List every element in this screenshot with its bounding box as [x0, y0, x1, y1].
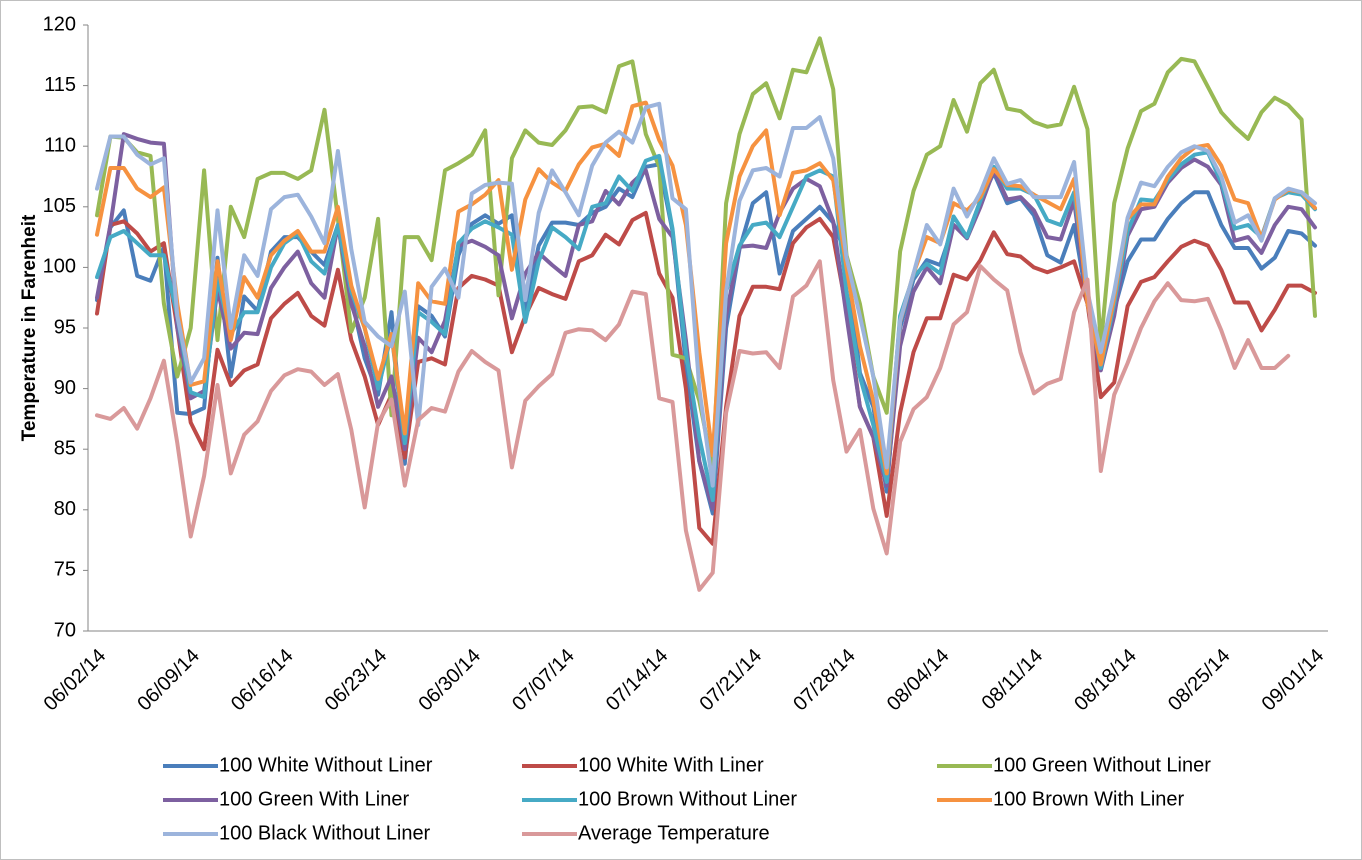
y-tick-label: 80 — [54, 498, 76, 520]
y-tick-label: 90 — [54, 377, 76, 399]
y-tick-label: 105 — [43, 195, 76, 217]
y-tick-label: 75 — [54, 559, 76, 581]
y-tick-label: 95 — [54, 316, 76, 338]
legend-label: 100 Green Without Liner — [993, 754, 1211, 776]
y-tick-label: 115 — [44, 74, 76, 96]
legend-label: 100 Black Without Liner — [219, 822, 431, 844]
y-tick-label: 120 — [43, 13, 76, 35]
series-line — [95, 101, 1317, 488]
series-line — [95, 259, 1291, 592]
legend-label: 100 Brown With Liner — [993, 788, 1185, 810]
series-line — [95, 132, 1317, 511]
legend-label: Average Temperature — [578, 822, 770, 844]
series-line — [95, 210, 1317, 546]
legend-label: 100 Green With Liner — [219, 788, 409, 810]
y-axis-label: Temperature in Farenheit — [19, 214, 40, 441]
y-tick-label: 70 — [54, 619, 76, 641]
legend-label: 100 White Without Liner — [219, 754, 433, 776]
y-tick-label: 100 — [43, 256, 76, 278]
y-tick-label: 85 — [54, 437, 76, 459]
y-tick-label: 110 — [44, 134, 76, 156]
legend-label: 100 White With Liner — [578, 754, 764, 776]
legend-label: 100 Brown Without Liner — [578, 788, 797, 810]
